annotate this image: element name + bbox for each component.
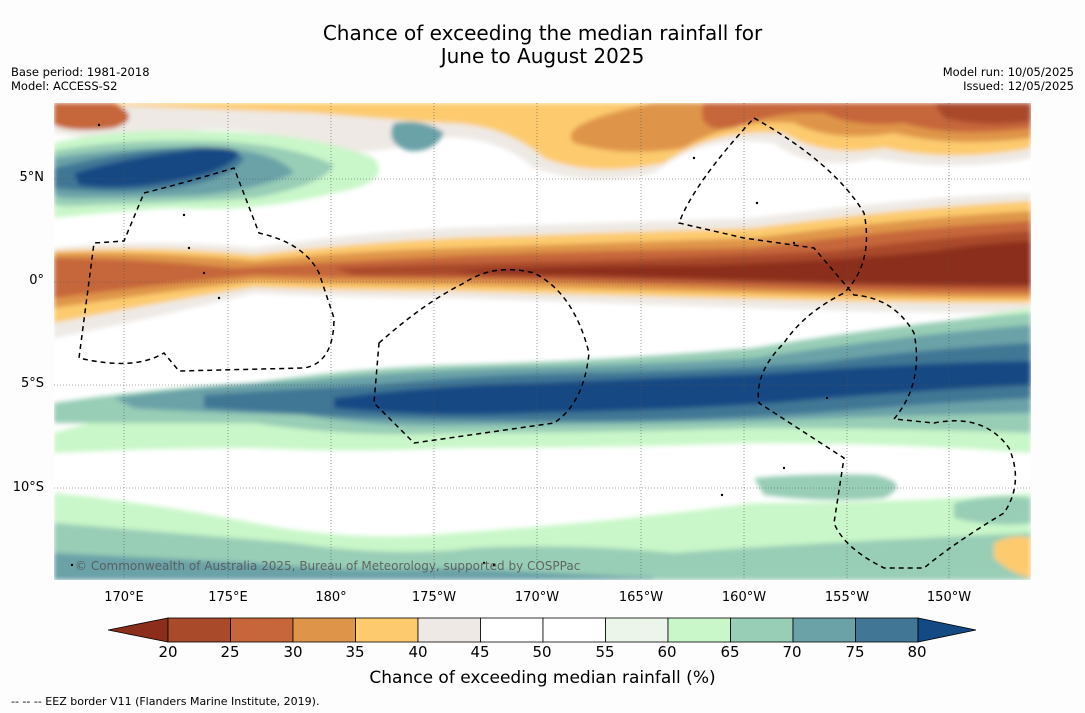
colorbar-tick: 55: [595, 643, 615, 661]
issued-date: Issued: 12/05/2025: [963, 79, 1074, 93]
map-title: Chance of exceeding the median rainfall …: [0, 22, 1085, 68]
lon-label-165w: 165°W: [618, 590, 664, 605]
colorbar: [107, 616, 978, 648]
colorbar-tick: 25: [220, 643, 240, 661]
lon-label-175w: 175°W: [411, 590, 457, 605]
meta-left: Base period: 1981-2018 Model: ACCESS-S2: [11, 65, 150, 93]
rainfall-map: [54, 103, 1031, 580]
colorbar-segment: [292, 617, 356, 643]
base-period: Base period: 1981-2018: [11, 65, 150, 79]
colorbar-tick: 50: [532, 643, 552, 661]
colorbar-tick: 40: [408, 643, 428, 661]
colorbar-segment: [230, 617, 294, 643]
model-run: Model run: 10/05/2025: [942, 65, 1074, 79]
colorbar-segment: [480, 617, 544, 643]
colorbar-label: Chance of exceeding median rainfall (%): [369, 668, 716, 688]
lon-label-160w: 160°W: [721, 590, 767, 605]
title-line-1: Chance of exceeding the median rainfall …: [322, 21, 763, 45]
colorbar-segment: [417, 617, 481, 643]
colorbar-tick: 30: [283, 643, 303, 661]
meta-right: Model run: 10/05/2025 Issued: 12/05/2025: [943, 65, 1074, 93]
copyright-notice: © Commonwealth of Australia 2025, Bureau…: [75, 559, 581, 573]
colorbar-tick: 75: [845, 643, 865, 661]
lon-label-170e: 170°E: [104, 590, 144, 605]
lat-label-10s: 10°S: [12, 480, 44, 495]
lat-label-5s: 5°S: [20, 376, 44, 391]
colorbar-tick: 60: [657, 643, 677, 661]
lon-label-150w: 150°W: [926, 590, 972, 605]
title-line-2: June to August 2025: [440, 44, 645, 68]
lat-label-0: 0°: [29, 273, 44, 288]
colorbar-segment: [355, 617, 419, 643]
model-name: Model: ACCESS-S2: [11, 79, 118, 93]
eez-legend-note: -- -- -- EEZ border V11 (Flanders Marine…: [11, 695, 320, 708]
colorbar-tick: 45: [470, 643, 490, 661]
colorbar-segment: [167, 617, 231, 643]
colorbar-tick: 20: [158, 643, 178, 661]
colorbar-tick: 80: [907, 643, 927, 661]
lat-label-5n: 5°N: [19, 170, 45, 185]
lon-label-175e: 175°E: [208, 590, 248, 605]
colorbar-segment: [792, 617, 856, 643]
colorbar-extend-high: [917, 617, 977, 643]
colorbar-tick: 70: [782, 643, 802, 661]
map-canvas: [54, 103, 1031, 580]
colorbar-segment: [605, 617, 669, 643]
lon-label-170w: 170°W: [514, 590, 560, 605]
colorbar-segment: [542, 617, 606, 643]
colorbar-segment: [667, 617, 731, 643]
lon-label-180: 180°: [315, 590, 347, 605]
colorbar-tick: 65: [720, 643, 740, 661]
colorbar-scale: [107, 617, 977, 643]
colorbar-tick: 35: [345, 643, 365, 661]
colorbar-segment: [855, 617, 919, 643]
colorbar-extend-low: [107, 617, 169, 643]
colorbar-segment: [730, 617, 794, 643]
lon-label-155w: 155°W: [824, 590, 870, 605]
